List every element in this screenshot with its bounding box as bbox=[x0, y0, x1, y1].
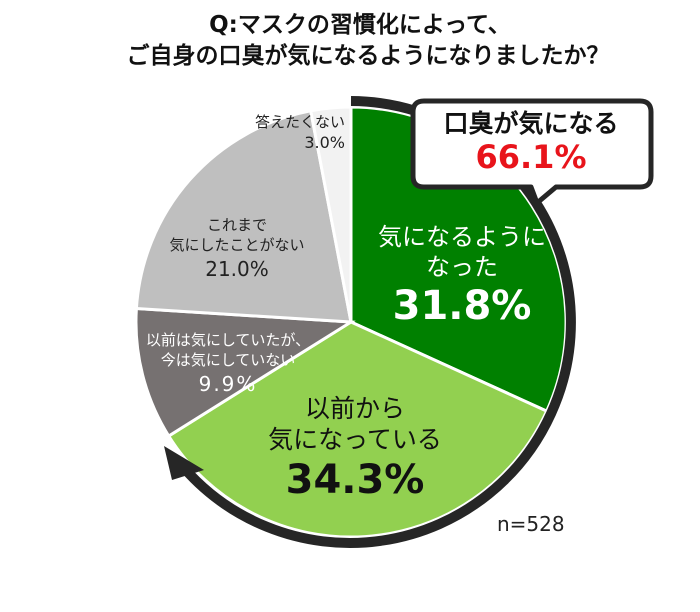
label-value: 9.9% bbox=[198, 372, 258, 396]
label-value: 21.0% bbox=[205, 257, 269, 281]
label-value: 34.3% bbox=[285, 457, 425, 503]
label-text: 気になっている bbox=[268, 425, 442, 454]
sample-size: n=528 bbox=[497, 512, 565, 536]
label-no-answer: 答えたくない 3.0% bbox=[225, 112, 345, 154]
label-was-concerned-not-now: 以前は気にしていたが、 今は気にしていない 9.9% bbox=[128, 330, 328, 398]
slice-never-concerned bbox=[134, 109, 353, 324]
label-text: なった bbox=[426, 253, 498, 281]
chart-title-line1: Q:マスクの習慣化によって、 bbox=[209, 12, 511, 38]
label-text: 以前は気にしていたが、 bbox=[145, 331, 311, 349]
label-text: 答えたくない bbox=[254, 113, 345, 131]
slice-was-concerned-not-now bbox=[134, 306, 356, 439]
label-concerned-before: 以前から 気になっている 34.3% bbox=[255, 393, 455, 505]
label-text: 気にしたことがない bbox=[169, 236, 305, 254]
label-became-concerned: 気になるように なった 31.8% bbox=[362, 222, 562, 330]
label-value: 31.8% bbox=[392, 283, 532, 329]
arrowhead-icon bbox=[164, 446, 204, 480]
label-value: 3.0% bbox=[304, 133, 345, 152]
slice-no-answer bbox=[308, 105, 353, 323]
callout-label: 口臭が気になる bbox=[443, 109, 619, 138]
callout-value: 66.1% bbox=[475, 138, 587, 176]
label-never-concerned: これまで 気にしたことがない 21.0% bbox=[142, 215, 332, 283]
chart-title-line2: ご自身の口臭が気になるようになりましたか？ bbox=[126, 43, 610, 69]
label-text: これまで bbox=[206, 216, 267, 234]
label-text: 気になるように bbox=[378, 223, 546, 251]
label-text: 以前から bbox=[304, 394, 405, 423]
callout-bubble bbox=[410, 98, 654, 206]
slice-concerned-before bbox=[166, 320, 549, 539]
label-text: 今は気にしていない bbox=[160, 351, 296, 369]
